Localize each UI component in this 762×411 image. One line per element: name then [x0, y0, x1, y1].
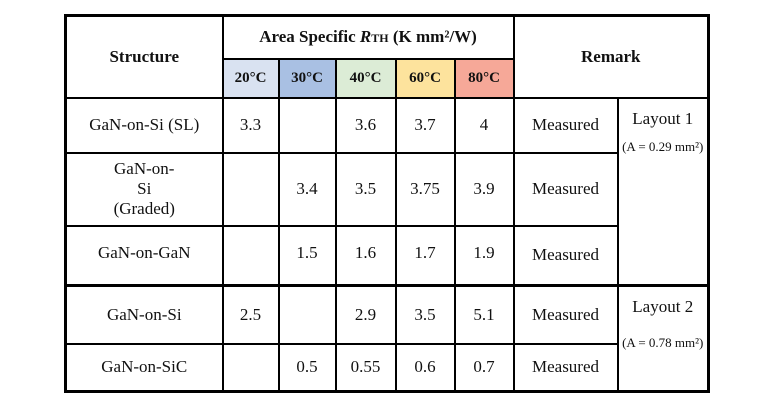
value-cell: 3.7: [394, 96, 456, 154]
value-cell: 0.7: [453, 342, 515, 393]
temp-header-30: 30°C: [277, 57, 337, 99]
structure-header: Structure: [64, 14, 224, 99]
value-cell: 3.4: [277, 151, 337, 227]
structure-cell: GaN-on-Si (SL): [64, 96, 224, 154]
table-row: GaN-on-Si (SL) 3.3 3.6 3.7 4 Measured La…: [64, 96, 710, 287]
value-cell: 3.6: [334, 96, 397, 154]
temp-header-60: 60°C: [394, 57, 456, 99]
value-cell: 3.9: [453, 151, 515, 227]
value-cell: 3.3: [221, 96, 280, 154]
thermal-resistance-table: Structure Area Specific RTH (K mm²/W) Re…: [64, 14, 710, 393]
structure-cell: GaN-on-Si (Graded): [64, 151, 224, 227]
layout-2-cell: Layout 2 (A = 0.78 mm²): [616, 284, 710, 393]
remark-header: Remark: [512, 14, 710, 99]
value-cell: 1.6: [334, 224, 397, 287]
structure-cell: GaN-on-Si: [64, 284, 224, 345]
table-row: GaN-on-GaN 1.5 1.6 1.7 1.9 Measured: [64, 224, 709, 287]
value-cell: 3.5: [394, 284, 456, 345]
remark-cell: Measured: [512, 224, 619, 287]
structure-cell: GaN-on-SiC: [64, 342, 224, 393]
remark-cell: Measured: [512, 342, 619, 393]
remark-cell: Measured: [512, 151, 619, 227]
value-cell: 1.7: [394, 224, 456, 287]
value-cell: 3.5: [334, 151, 397, 227]
table-row: GaN-on-Si 2.5 2.9 3.5 5.1 Measured Layou…: [64, 284, 710, 393]
table-row: GaN-on-Si (Graded) 3.4 3.5 3.75 3.9 Meas…: [64, 151, 709, 227]
rth-header: Area Specific RTH (K mm²/W): [221, 14, 515, 60]
temp-header-40: 40°C: [334, 57, 397, 99]
remark-cell: Measured: [512, 284, 619, 345]
value-cell: [221, 151, 280, 227]
structure-cell: GaN-on-GaN: [64, 224, 224, 287]
remark-cell: Measured: [512, 96, 619, 154]
value-cell: 2.9: [334, 284, 397, 345]
value-cell: 0.55: [334, 342, 397, 393]
value-cell: [221, 342, 280, 393]
value-cell: [277, 96, 337, 154]
temp-header-20: 20°C: [221, 57, 280, 99]
value-cell: 1.9: [453, 224, 515, 287]
value-cell: [277, 284, 337, 345]
value-cell: 1.5: [277, 224, 337, 287]
temp-header-80: 80°C: [453, 57, 515, 99]
value-cell: 5.1: [453, 284, 515, 345]
value-cell: 4: [453, 96, 515, 154]
value-cell: 0.5: [277, 342, 337, 393]
value-cell: [221, 224, 280, 287]
value-cell: 0.6: [394, 342, 456, 393]
value-cell: 3.75: [394, 151, 456, 227]
layout-1-cell: Layout 1 (A = 0.29 mm²): [616, 96, 710, 287]
value-cell: 2.5: [221, 284, 280, 345]
table-row: GaN-on-SiC 0.5 0.55 0.6 0.7 Measured: [64, 342, 709, 393]
